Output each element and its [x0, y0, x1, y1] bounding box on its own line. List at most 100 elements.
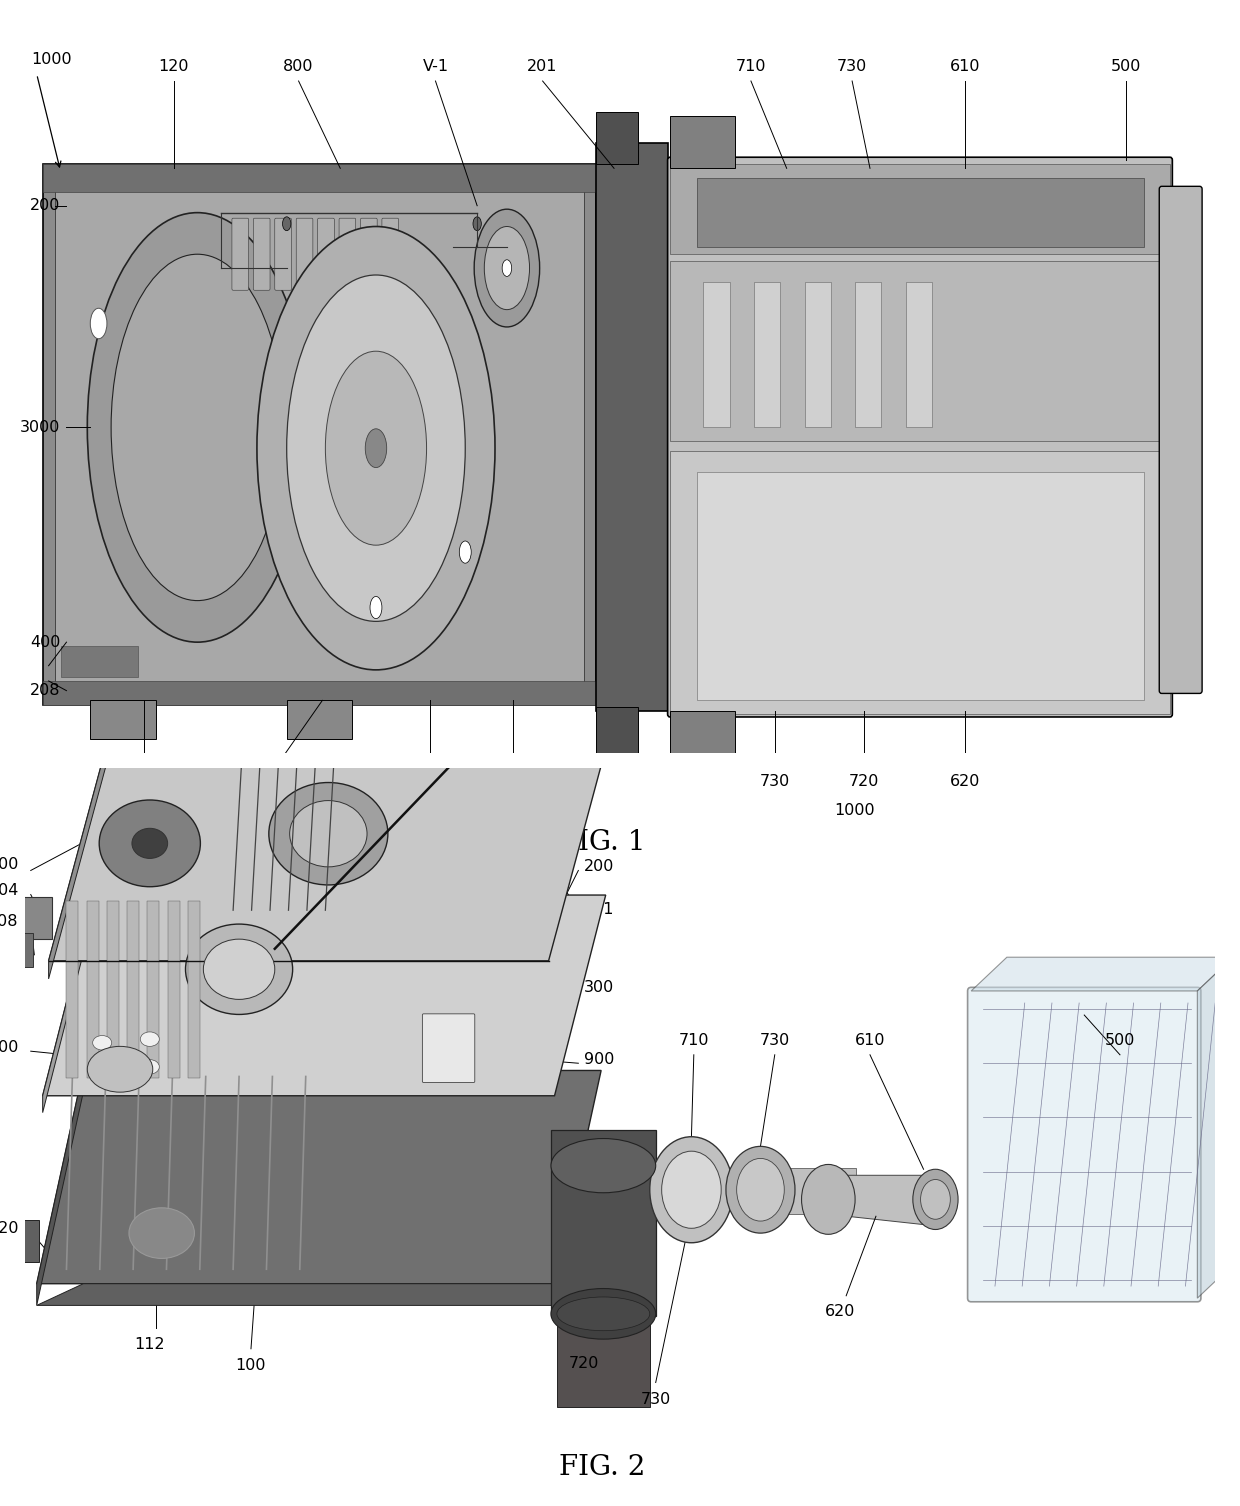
FancyBboxPatch shape	[128, 901, 139, 1078]
Ellipse shape	[459, 541, 471, 563]
FancyBboxPatch shape	[339, 218, 356, 291]
Ellipse shape	[93, 1068, 112, 1083]
FancyBboxPatch shape	[42, 164, 596, 705]
Polygon shape	[48, 738, 109, 979]
Text: 201: 201	[584, 902, 615, 917]
Ellipse shape	[725, 1146, 795, 1233]
Ellipse shape	[551, 1289, 656, 1339]
FancyBboxPatch shape	[232, 218, 248, 291]
FancyBboxPatch shape	[42, 681, 596, 705]
Text: 800: 800	[284, 59, 314, 74]
Text: 620: 620	[825, 1304, 856, 1319]
Polygon shape	[1198, 958, 1233, 1298]
Text: 100: 100	[129, 774, 159, 789]
Ellipse shape	[203, 940, 275, 1000]
FancyBboxPatch shape	[551, 1130, 656, 1316]
Text: 204: 204	[0, 884, 19, 899]
FancyBboxPatch shape	[596, 143, 667, 711]
Text: 120: 120	[0, 1221, 19, 1236]
FancyBboxPatch shape	[697, 178, 1143, 247]
Polygon shape	[48, 738, 609, 961]
FancyBboxPatch shape	[596, 708, 637, 753]
FancyBboxPatch shape	[703, 282, 729, 428]
FancyBboxPatch shape	[856, 282, 882, 428]
Text: 720: 720	[849, 774, 879, 789]
Ellipse shape	[140, 1060, 159, 1074]
Text: 400: 400	[0, 857, 19, 872]
Text: FIG. 1: FIG. 1	[559, 830, 645, 857]
Text: 1000: 1000	[31, 53, 72, 68]
Ellipse shape	[737, 1158, 784, 1221]
Text: FIG. 2: FIG. 2	[559, 1455, 645, 1482]
Ellipse shape	[283, 217, 291, 230]
Ellipse shape	[112, 255, 284, 601]
Text: 730: 730	[641, 1392, 671, 1407]
FancyBboxPatch shape	[15, 1220, 40, 1262]
Ellipse shape	[913, 1169, 959, 1229]
FancyBboxPatch shape	[107, 901, 119, 1078]
Ellipse shape	[93, 1036, 112, 1050]
Ellipse shape	[801, 1164, 856, 1235]
Text: 400: 400	[30, 634, 61, 649]
FancyBboxPatch shape	[667, 157, 1172, 717]
Text: 112: 112	[134, 1337, 165, 1352]
Polygon shape	[971, 958, 1233, 991]
Text: 300: 300	[265, 774, 296, 789]
Text: 3000: 3000	[20, 420, 61, 435]
Ellipse shape	[87, 1047, 153, 1092]
FancyBboxPatch shape	[805, 282, 831, 428]
Text: 500: 500	[1105, 1033, 1135, 1048]
Ellipse shape	[269, 783, 388, 886]
Ellipse shape	[472, 217, 481, 230]
Ellipse shape	[325, 351, 427, 545]
Text: 201: 201	[527, 59, 558, 74]
Text: 730: 730	[760, 1033, 790, 1048]
FancyBboxPatch shape	[87, 901, 99, 1078]
Text: 610: 610	[854, 1033, 885, 1048]
Text: 730: 730	[837, 59, 867, 74]
FancyBboxPatch shape	[614, 1166, 709, 1217]
Ellipse shape	[87, 212, 308, 642]
FancyBboxPatch shape	[55, 185, 584, 684]
Ellipse shape	[140, 1032, 159, 1047]
Text: 300: 300	[584, 980, 615, 995]
Ellipse shape	[474, 209, 539, 327]
Polygon shape	[37, 1071, 601, 1283]
FancyBboxPatch shape	[557, 1313, 650, 1407]
Ellipse shape	[366, 429, 387, 467]
Polygon shape	[37, 1071, 83, 1306]
FancyBboxPatch shape	[382, 218, 398, 291]
Text: 620: 620	[950, 774, 981, 789]
Ellipse shape	[920, 1179, 950, 1220]
FancyBboxPatch shape	[905, 282, 932, 428]
Text: 730: 730	[760, 774, 790, 789]
Ellipse shape	[99, 800, 201, 887]
Ellipse shape	[186, 925, 293, 1015]
FancyBboxPatch shape	[253, 218, 270, 291]
FancyBboxPatch shape	[148, 901, 159, 1078]
FancyBboxPatch shape	[670, 711, 735, 753]
FancyBboxPatch shape	[4, 934, 33, 967]
FancyBboxPatch shape	[22, 898, 52, 940]
FancyBboxPatch shape	[670, 116, 735, 169]
FancyBboxPatch shape	[42, 164, 596, 191]
Text: 710: 710	[735, 59, 766, 74]
FancyBboxPatch shape	[91, 700, 156, 739]
FancyBboxPatch shape	[296, 218, 312, 291]
Text: 120: 120	[159, 59, 188, 74]
Ellipse shape	[650, 1137, 733, 1242]
FancyBboxPatch shape	[167, 901, 180, 1078]
Ellipse shape	[257, 226, 495, 670]
FancyBboxPatch shape	[188, 901, 200, 1078]
FancyBboxPatch shape	[286, 700, 352, 739]
FancyBboxPatch shape	[596, 111, 637, 164]
FancyBboxPatch shape	[67, 901, 78, 1078]
Ellipse shape	[662, 1151, 722, 1229]
Text: 610: 610	[950, 59, 981, 74]
Text: 100: 100	[236, 1358, 267, 1373]
FancyBboxPatch shape	[670, 164, 1171, 255]
Text: 3000: 3000	[0, 1041, 19, 1056]
Text: 720: 720	[569, 1355, 599, 1370]
Ellipse shape	[286, 276, 465, 622]
Text: 200: 200	[584, 860, 615, 875]
